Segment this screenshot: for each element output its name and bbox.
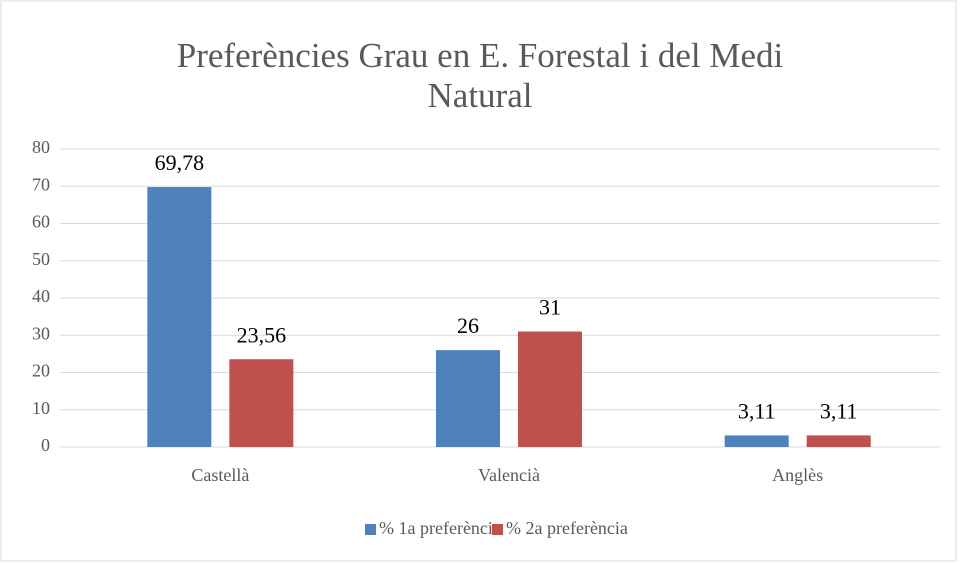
bar: [518, 331, 582, 447]
value-label: 31: [539, 295, 561, 320]
y-tick-label: 70: [32, 174, 50, 194]
value-label: 69,78: [155, 150, 205, 175]
legend-swatch: [492, 524, 503, 535]
legend-label: % 1a preferència: [379, 518, 501, 538]
x-tick-label: Valencià: [478, 465, 540, 485]
value-label: 3,11: [820, 398, 858, 423]
x-tick-label: Castellà: [191, 465, 249, 485]
y-tick-label: 20: [32, 361, 50, 381]
y-tick-label: 30: [32, 323, 50, 343]
x-tick-label: Anglès: [772, 465, 823, 485]
y-tick-label: 50: [32, 249, 50, 269]
bar: [229, 359, 294, 447]
bar: [147, 187, 212, 447]
y-tick-label: 0: [41, 435, 50, 455]
chart-title: Preferències Grau en E. Forestal i del M…: [176, 36, 784, 115]
y-tick-label: 80: [32, 137, 50, 157]
value-label: 23,56: [237, 322, 287, 347]
legend-label: % 2a preferència: [506, 518, 628, 538]
y-tick-label: 40: [32, 286, 50, 306]
bar: [806, 435, 871, 447]
y-tick-label: 60: [32, 212, 50, 232]
value-label: 3,11: [738, 398, 776, 423]
y-tick-label: 10: [32, 398, 50, 418]
bar: [436, 350, 500, 447]
bar: [724, 435, 789, 447]
legend-swatch: [365, 524, 376, 535]
value-label: 26: [457, 313, 479, 338]
